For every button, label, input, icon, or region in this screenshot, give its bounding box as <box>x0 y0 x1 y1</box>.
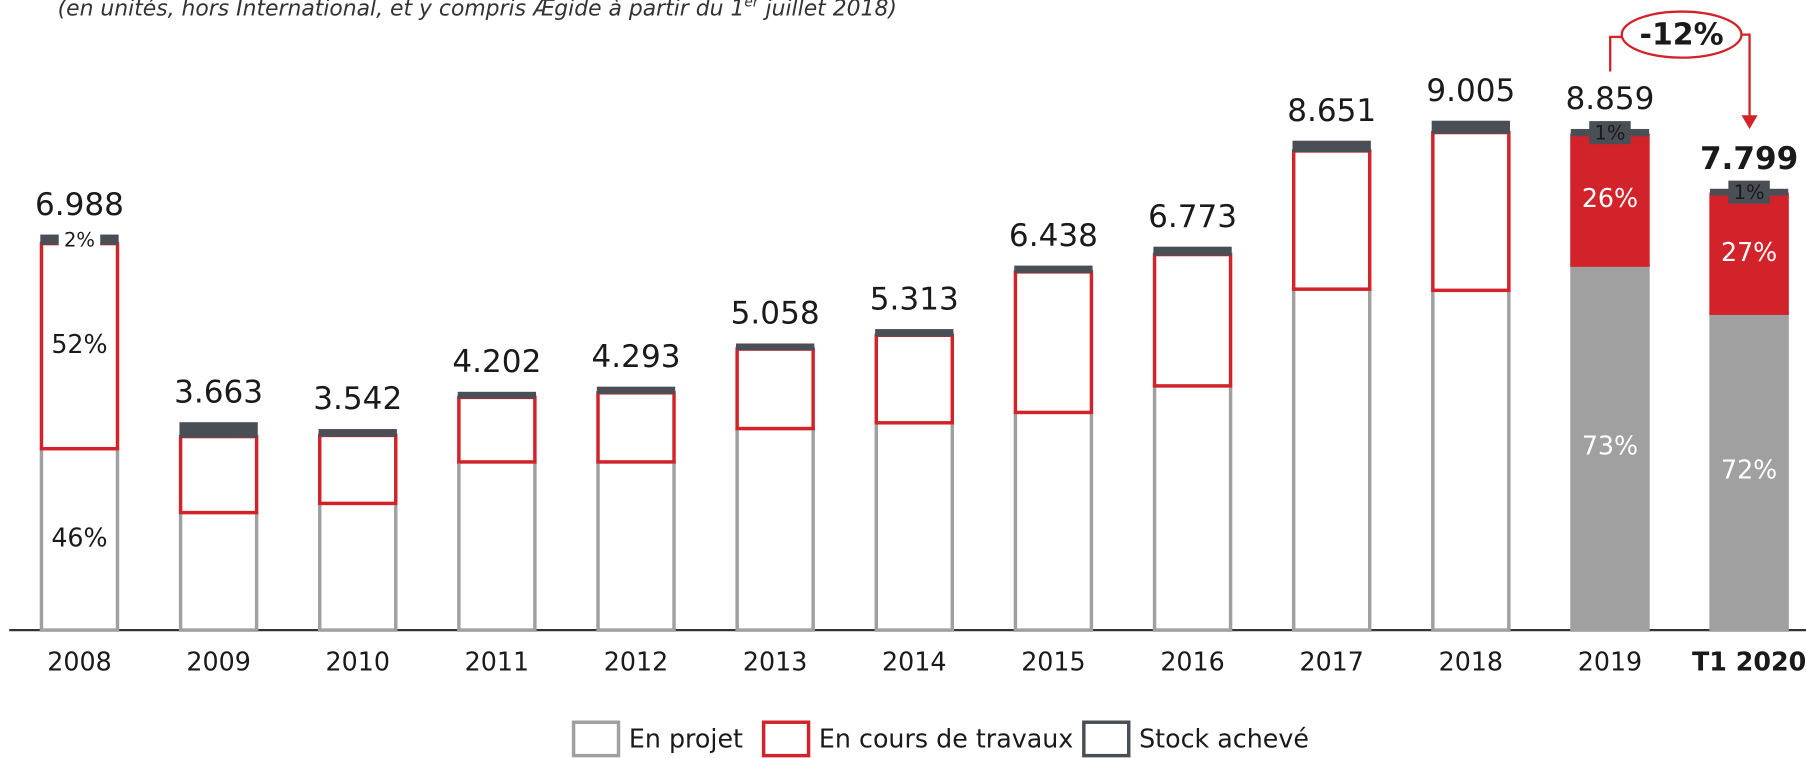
bar-segment <box>318 433 398 506</box>
annotation: -12% <box>1640 17 1724 52</box>
x-tick-label: 2012 <box>604 646 668 676</box>
segment-label: 72% <box>1721 455 1777 485</box>
bar-segment <box>1431 130 1511 293</box>
total-label: 4.293 <box>592 339 681 375</box>
x-tick-label: T1 2020 <box>1692 646 1806 676</box>
segment-label: 27% <box>1721 237 1777 267</box>
bar-segment <box>318 501 398 632</box>
total-label: 5.313 <box>870 281 959 317</box>
total-label: 8.651 <box>1287 93 1376 129</box>
bar-segment <box>178 434 259 515</box>
subtitle-sup: er <box>744 0 759 10</box>
x-tick-label: 2016 <box>1160 646 1224 676</box>
x-tick-label: 2017 <box>1299 646 1363 676</box>
bar-segment <box>1013 410 1094 632</box>
bar-segment <box>1292 140 1371 153</box>
total-label: 4.202 <box>452 344 541 380</box>
x-tick-label: 2015 <box>1021 646 1085 676</box>
total-label: 9.005 <box>1426 73 1515 109</box>
x-tick-label: 2011 <box>465 646 529 676</box>
annotation-line <box>1609 35 1622 72</box>
total-label: 3.663 <box>174 374 263 410</box>
bar-segment <box>1431 120 1510 134</box>
bar-segment <box>39 446 120 632</box>
bar-segment <box>1152 252 1233 388</box>
segment-label: 46% <box>51 522 107 552</box>
total-label: 6.988 <box>35 187 124 223</box>
bar-segment <box>1431 288 1511 632</box>
segment-label: 52% <box>51 329 107 359</box>
x-tick-label: 2018 <box>1439 646 1503 676</box>
bar-segment <box>874 333 955 425</box>
x-tick-label: 2008 <box>47 646 111 676</box>
bar-segment <box>735 343 815 351</box>
legend-swatch <box>571 720 621 758</box>
bar-segment <box>1153 246 1232 256</box>
bar-segment <box>1014 265 1093 274</box>
bar-segment <box>1709 192 1789 315</box>
total-label: 3.542 <box>313 381 402 417</box>
bar-segment <box>1152 384 1233 632</box>
bar-segment <box>179 422 258 438</box>
bar-segment <box>457 395 537 464</box>
subtitle-text: (en unités, hors International, et y com… <box>58 0 745 21</box>
label-box <box>1728 180 1770 204</box>
bar-segment <box>875 329 954 337</box>
segment-label: 2% <box>64 228 95 251</box>
legend-swatch <box>761 720 811 758</box>
segment-label: 73% <box>1582 431 1638 461</box>
total-label: 7.799 <box>1700 141 1798 177</box>
bar-segment <box>735 426 815 632</box>
x-tick-label: 2013 <box>743 646 807 676</box>
bar-segment <box>1291 287 1372 632</box>
legend-label: En projet <box>629 724 743 754</box>
bar-segment <box>457 391 537 399</box>
annotation-arrowhead <box>1741 115 1758 130</box>
bar-segment <box>596 391 676 464</box>
legend-label: En cours de travaux <box>819 724 1073 754</box>
bar-segment <box>596 460 676 632</box>
bar-segment <box>596 386 676 394</box>
bar-segment <box>1570 133 1650 267</box>
bar-segment <box>457 460 537 632</box>
total-label: 6.438 <box>1009 218 1098 254</box>
subtitle-end: juillet 2018) <box>759 0 897 21</box>
bar-segment <box>178 510 259 632</box>
segment-label: 26% <box>1582 183 1638 213</box>
x-tick-label: 2009 <box>186 646 250 676</box>
segment-label: 1% <box>1734 181 1765 204</box>
x-tick-label: 2019 <box>1578 646 1642 676</box>
total-label: 8.859 <box>1565 81 1654 117</box>
bar-segment <box>318 429 397 437</box>
bar-segment <box>1013 270 1094 415</box>
x-tick-label: 2014 <box>882 646 946 676</box>
segment-label: 1% <box>1594 121 1625 144</box>
bar-segment <box>1291 149 1372 291</box>
x-tick-label: 2010 <box>326 646 390 676</box>
annotation-arrow <box>1741 33 1751 118</box>
bar-segment <box>39 241 120 451</box>
bar-segment <box>735 347 815 431</box>
label-box <box>1589 121 1631 145</box>
chart-subtitle: (en unités, hors International, et y com… <box>58 0 897 21</box>
total-label: 6.773 <box>1148 199 1237 235</box>
legend-swatch <box>1082 720 1131 758</box>
label-box <box>58 228 101 252</box>
legend-label: Stock achevé <box>1139 724 1309 754</box>
total-label: 5.058 <box>731 296 820 332</box>
bar-segment <box>874 421 955 632</box>
